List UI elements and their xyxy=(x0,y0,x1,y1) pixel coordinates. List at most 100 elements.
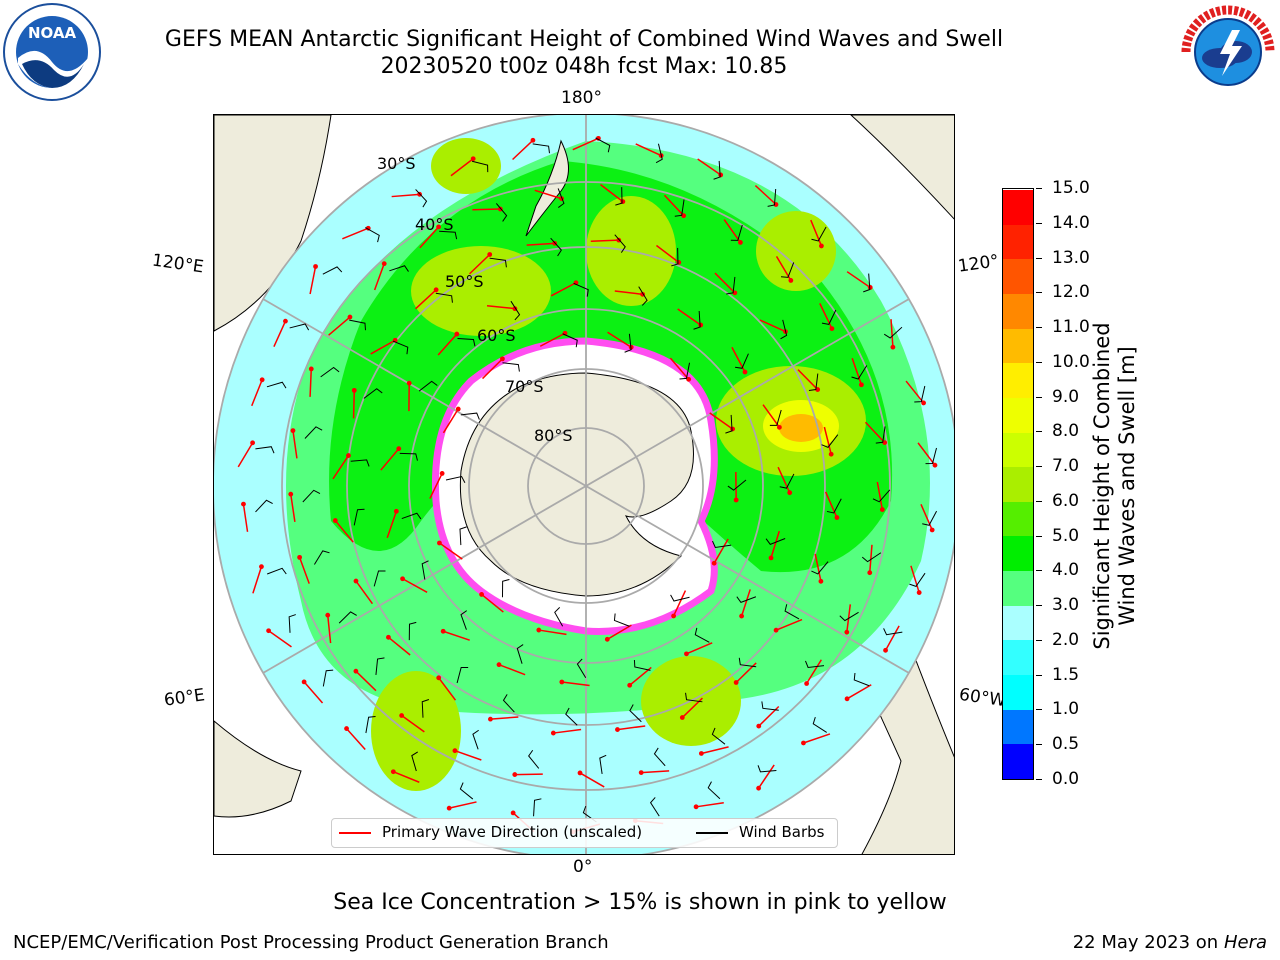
wind-barb xyxy=(516,644,524,664)
wind-barb xyxy=(375,657,385,676)
wind-barb xyxy=(532,143,550,154)
wind-barb xyxy=(528,749,540,769)
colorbar-tick xyxy=(1036,361,1042,363)
colorbar-tick-label: 5.0 xyxy=(1052,525,1080,546)
wind-barb xyxy=(418,380,438,392)
colorbar-segment xyxy=(1003,744,1033,779)
wave-direction-arrow xyxy=(607,331,632,348)
lon-label-0: 0° xyxy=(573,857,593,877)
wave-direction-arrow xyxy=(920,504,933,531)
colorbar-tick xyxy=(1036,535,1042,537)
wind-barb xyxy=(255,446,275,454)
wave-direction-arrow xyxy=(669,357,690,380)
wind-barb xyxy=(266,381,287,389)
wind-barb xyxy=(821,309,837,325)
wave-direction-arrow xyxy=(770,530,780,559)
colorbar-tick-label: 4.0 xyxy=(1052,560,1080,581)
wind-barb xyxy=(808,373,819,392)
generation-date: 22 May 2023 on Hera xyxy=(1073,932,1267,953)
wave-arrow-head xyxy=(313,264,318,269)
colorbar-tick xyxy=(1036,188,1042,189)
wave-direction-arrow xyxy=(373,263,385,291)
wave-direction-arrow xyxy=(481,593,504,613)
wind-barb xyxy=(769,409,782,426)
wave-arrow-head xyxy=(819,243,824,249)
wind-barb xyxy=(457,338,476,347)
wave-arrow-head xyxy=(559,679,565,685)
wind-barb xyxy=(304,426,323,439)
colorbar-segment xyxy=(1003,190,1033,225)
wave-direction-arrow xyxy=(697,158,722,176)
wind-barb xyxy=(713,160,721,180)
wind-barb xyxy=(638,286,648,306)
lat-label-80s: 80°S xyxy=(534,426,573,445)
wave-direction-arrow xyxy=(672,590,687,617)
lat-label-60s: 60°S xyxy=(477,326,516,345)
wave-arrow-head xyxy=(883,647,888,653)
wind-barb xyxy=(821,434,839,448)
wind-barb xyxy=(408,621,417,641)
wave-direction-arrow xyxy=(550,282,577,297)
legend-wind-barbs: Wind Barbs xyxy=(739,823,825,841)
wind-barb xyxy=(338,611,357,624)
map-legend: Primary Wave Direction (unscaled) Wind B… xyxy=(331,818,838,848)
wave-direction-arrow xyxy=(701,746,729,755)
wind-barb xyxy=(595,137,611,153)
chart-title: GEFS MEAN Antarctic Significant Height o… xyxy=(164,27,1004,52)
wave-direction-arrow xyxy=(759,319,786,333)
wave-direction-arrow xyxy=(454,749,482,761)
wave-arrow-head xyxy=(550,730,556,736)
wind-and-wave-vectors xyxy=(237,135,938,835)
wave-arrow-head xyxy=(844,696,850,702)
wave-direction-arrow xyxy=(695,801,724,808)
wave-direction-arrow xyxy=(629,666,652,686)
wind-barb xyxy=(399,452,418,461)
wind-barb xyxy=(489,257,507,268)
wave-arrow-head xyxy=(512,772,518,777)
wind-barb xyxy=(851,365,868,380)
wind-barb xyxy=(780,319,788,340)
graticule xyxy=(214,115,954,854)
wind-barb xyxy=(313,550,330,565)
wind-barb xyxy=(322,266,343,275)
wind-barb xyxy=(435,292,453,303)
wave-arrow-head xyxy=(739,613,745,619)
wave-arrow-head xyxy=(916,590,922,595)
wave-direction-arrow xyxy=(762,404,781,428)
wind-barb xyxy=(653,747,666,767)
wave-direction-arrow xyxy=(777,466,791,493)
wave-direction-arrow xyxy=(713,538,729,564)
colorbar-tick-label: 10.0 xyxy=(1052,351,1090,372)
wave-direction-arrow xyxy=(803,733,831,744)
wave-arrow-head xyxy=(787,490,793,496)
wave-arrow-head xyxy=(801,740,806,746)
wave-arrow-head xyxy=(396,446,402,452)
wave-arrow-head xyxy=(921,400,926,406)
colorbar-tick xyxy=(1036,744,1042,746)
wave-direction-arrow xyxy=(298,557,310,584)
wave-direction-arrow xyxy=(346,728,366,750)
wave-arrow-head xyxy=(301,679,307,685)
wave-direction-arrow xyxy=(290,494,296,522)
wind-barb xyxy=(471,160,489,173)
wind-barb xyxy=(767,188,777,207)
producer-credit: NCEP/EMC/Verification Post Processing Pr… xyxy=(13,932,609,953)
wind-barb xyxy=(459,526,467,546)
wave-direction-arrow xyxy=(614,290,643,296)
wind-barb xyxy=(614,234,626,253)
wind-barb xyxy=(459,782,474,800)
wave-direction-arrow xyxy=(391,193,420,198)
wave-arrow-head xyxy=(290,428,296,434)
wind-barb xyxy=(711,727,726,745)
wave-direction-arrow xyxy=(814,553,822,582)
colorbar-segment xyxy=(1003,605,1033,641)
wave-direction-arrow xyxy=(438,542,463,560)
wave-direction-arrow xyxy=(538,629,567,636)
wave-direction-arrow xyxy=(606,624,632,640)
wave-arrow-head xyxy=(867,570,873,576)
wave-direction-arrow xyxy=(268,630,292,648)
wave-direction-arrow xyxy=(450,158,474,177)
wave-arrow-head xyxy=(346,453,351,458)
wave-direction-arrow xyxy=(686,642,713,655)
wave-arrow-head xyxy=(283,318,288,324)
